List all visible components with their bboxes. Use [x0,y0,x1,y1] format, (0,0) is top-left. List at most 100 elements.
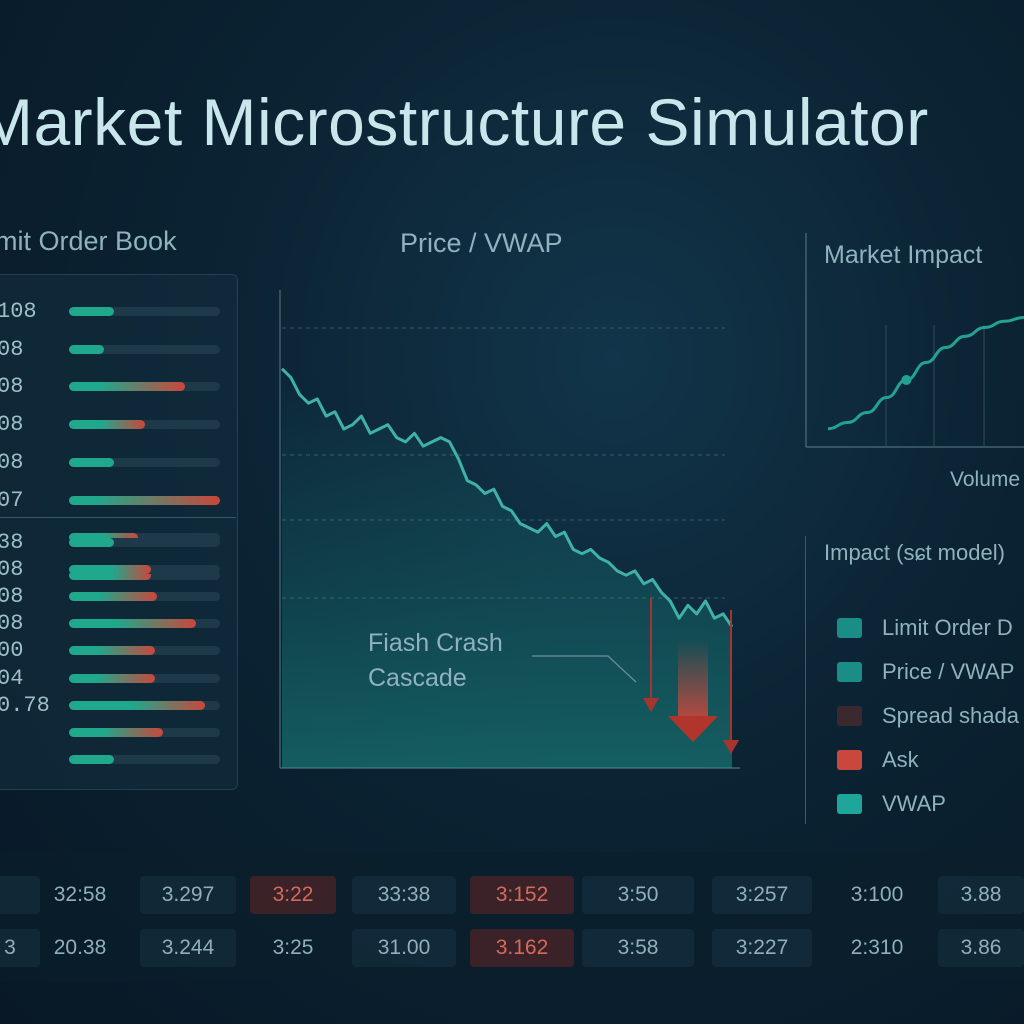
bids-depth-fill-8 [69,754,115,764]
impact-chart-grid [885,325,985,447]
ticker-cell-1-3: 3:22 [250,876,336,914]
flash-crash-annotation: Fiash Crash Cascade [368,626,503,696]
bids-price-5: 04 [0,665,24,691]
bids-price-1: 08 [0,557,24,583]
bids-depth-fill-1 [69,565,151,575]
price-chart [279,290,740,769]
crash-arrows [643,598,739,754]
ticker-cell-1-6: 3:50 [582,876,694,914]
ticker-cell-1-5: 3:152 [470,876,574,914]
bids-depth-bar-8 [69,754,220,764]
ticker-cell-1-8: 3:100 [850,883,904,906]
asks-depth-bar-0 [69,307,220,316]
impact-series-line [827,316,1024,431]
ticker-cell-1-9: 3.88 [938,876,1024,914]
asks-price-1: 08 [0,336,24,362]
asks-depth-bar-1 [69,344,220,354]
impact-chart [805,233,1024,448]
asks-depth-fill-4 [69,457,115,467]
bids-depth-fill-5 [69,673,156,683]
bids-depth-fill-6 [69,700,205,710]
crash-arrow-main-head [668,716,718,742]
legend-title: Impact (sɕt model) [824,540,1005,565]
bids-depth-bar-6 [69,700,220,710]
ticker-cell-2-1: 20.38 [53,936,107,959]
bids-depth-fill-4 [69,646,156,656]
ticker-cell-2-3: 3:25 [272,936,314,959]
asks-depth-fill-7 [69,570,151,580]
asks-depth-bar-3 [69,420,220,430]
annotation-leader-line [532,655,637,683]
legend-label-2: Spread shada [882,703,1019,728]
bids-price-0: 38 [0,530,24,555]
ticker-cell-1-0 [0,876,40,914]
bids-depth-fill-0 [69,538,115,547]
asks-price-4: 08 [0,449,24,475]
bids-depth-fill-3 [69,619,196,629]
asks-price-2: 08 [0,374,24,400]
ticker-cell-1-7: 3:257 [712,876,812,914]
bids-depth-bar-0 [69,538,220,547]
asks-depth-fill-1 [69,344,104,354]
ticker-cell-2-6: 3:58 [582,929,694,967]
ticker-cell-2-9: 3.86 [938,929,1024,967]
asks-depth-bar-6 [69,533,220,543]
ticker-cell-1-4: 33:38 [352,876,456,914]
asks-depth-fill-2 [69,382,186,392]
asks-depth-bar-2 [69,382,220,392]
impact-x-label: Volume [950,468,1021,491]
crash-arrow-left-head [643,698,659,712]
asks-price-3: 08 [0,412,24,438]
bids-depth-bar-1 [69,565,220,575]
bids-depth-bar-7 [69,727,220,737]
page-title: Market Microstructure Simulator [0,85,929,159]
legend-swatch-4 [837,794,862,814]
legend-label-0: Limit Order D [882,615,1013,640]
ticker-cell-2-4: 31.00 [352,929,456,967]
price-chart-label: Price / VWAP [400,228,563,258]
asks-depth-fill-6 [69,533,139,543]
impact-marker [901,375,912,385]
ticker-cell-2-7: 3:227 [712,929,812,967]
annotation-line-1: Fiash Crash [368,629,503,657]
legend-label-4: VWAP [882,791,946,816]
legend-swatch-1 [837,662,862,682]
price-area-fill [282,368,732,768]
crash-arrow-main-body [678,640,708,720]
asks-depth-fill-3 [69,420,145,430]
legend-label-3: Ask [882,747,919,772]
price-series-line [280,367,734,628]
order-book-divider [0,517,236,518]
impact-chart-label: Market Impact [824,241,983,269]
bids-depth-fill-2 [69,592,157,602]
asks-price-0: 108 [0,299,37,324]
legend-swatch-0 [837,618,862,638]
bids-price-2: 08 [0,584,24,610]
bids-price-6: 0.78 [0,692,50,718]
legend-swatch-3 [837,750,862,770]
legend-label-1: Price / VWAP [882,659,1015,684]
asks-depth-fill-0 [69,307,115,316]
asks-depth-bar-4 [69,457,220,467]
legend-swatch-2 [837,706,862,726]
crash-arrow-right-head [723,740,739,754]
asks-price-5: 07 [0,487,24,513]
bids-depth-bar-4 [69,646,220,656]
annotation-line-2: Cascade [368,664,467,692]
asks-depth-bar-5 [69,495,220,505]
bids-depth-fill-7 [69,727,163,737]
ticker-cell-2-2: 3.244 [140,929,236,967]
bids-price-4: 00 [0,638,24,664]
ticker-cell-1-1: 32:58 [53,883,107,906]
bids-depth-bar-3 [69,619,220,629]
asks-depth-fill-5 [69,495,220,505]
ticker-cell-2-5: 3.162 [470,929,574,967]
bids-price-3: 08 [0,611,24,637]
ticker-cell-2-8: 2:310 [850,936,904,959]
bids-depth-bar-2 [69,592,220,602]
asks-depth-bar-7 [69,570,220,580]
ticker-cell-1-2: 3.297 [140,876,236,914]
bids-depth-bar-5 [69,673,220,683]
legend-divider [805,536,806,824]
order-book-label: Limit Order Book [0,226,177,256]
